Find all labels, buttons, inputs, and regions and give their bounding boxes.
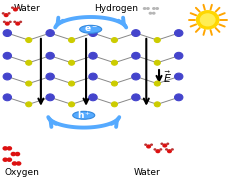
- Circle shape: [3, 21, 6, 23]
- Circle shape: [196, 11, 218, 29]
- Circle shape: [146, 7, 149, 10]
- Circle shape: [155, 7, 158, 10]
- Circle shape: [170, 148, 173, 151]
- Circle shape: [164, 148, 167, 151]
- Circle shape: [6, 146, 12, 151]
- Circle shape: [16, 161, 21, 166]
- Circle shape: [15, 22, 20, 26]
- Circle shape: [68, 60, 74, 65]
- Circle shape: [153, 148, 156, 151]
- Circle shape: [13, 7, 18, 12]
- Circle shape: [3, 94, 11, 101]
- Text: e$^-$: e$^-$: [83, 25, 97, 34]
- Circle shape: [88, 94, 97, 101]
- Circle shape: [111, 38, 117, 43]
- Ellipse shape: [73, 111, 94, 119]
- Circle shape: [12, 161, 17, 166]
- Text: Water: Water: [134, 168, 160, 177]
- Circle shape: [26, 102, 32, 107]
- Circle shape: [3, 73, 11, 80]
- Circle shape: [68, 38, 74, 43]
- Circle shape: [131, 73, 140, 80]
- Circle shape: [88, 30, 97, 36]
- Circle shape: [46, 94, 54, 101]
- Circle shape: [17, 6, 20, 9]
- Circle shape: [174, 94, 182, 101]
- Circle shape: [3, 146, 8, 151]
- Text: Oxygen: Oxygen: [5, 168, 40, 177]
- Circle shape: [13, 21, 16, 23]
- Circle shape: [148, 12, 152, 15]
- Circle shape: [151, 7, 155, 10]
- Circle shape: [111, 81, 117, 86]
- Circle shape: [88, 52, 97, 59]
- Circle shape: [200, 14, 214, 26]
- Circle shape: [19, 21, 22, 23]
- Text: $\vec{E}$: $\vec{E}$: [162, 70, 171, 85]
- Circle shape: [3, 52, 11, 59]
- Circle shape: [146, 144, 151, 149]
- Circle shape: [46, 30, 54, 36]
- Circle shape: [68, 81, 74, 86]
- Circle shape: [26, 81, 32, 86]
- Circle shape: [11, 6, 14, 9]
- Circle shape: [131, 94, 140, 101]
- Circle shape: [9, 21, 12, 23]
- Circle shape: [3, 157, 8, 162]
- Circle shape: [111, 102, 117, 107]
- Circle shape: [154, 102, 160, 107]
- Circle shape: [46, 73, 54, 80]
- Circle shape: [149, 143, 152, 146]
- Ellipse shape: [79, 25, 101, 33]
- Circle shape: [26, 38, 32, 43]
- Circle shape: [159, 148, 162, 151]
- Circle shape: [166, 149, 171, 153]
- Circle shape: [131, 30, 140, 36]
- Circle shape: [8, 12, 11, 15]
- Circle shape: [6, 157, 12, 162]
- Circle shape: [151, 12, 155, 15]
- Circle shape: [10, 152, 16, 156]
- Text: Water: Water: [14, 4, 40, 13]
- Text: h$^+$: h$^+$: [76, 109, 91, 121]
- Circle shape: [88, 73, 97, 80]
- Circle shape: [154, 81, 160, 86]
- Circle shape: [154, 60, 160, 65]
- Circle shape: [174, 73, 182, 80]
- Circle shape: [143, 143, 147, 146]
- Circle shape: [5, 22, 10, 26]
- Circle shape: [4, 13, 9, 17]
- Circle shape: [15, 152, 20, 156]
- Circle shape: [155, 149, 160, 153]
- Circle shape: [142, 7, 146, 10]
- Circle shape: [174, 52, 182, 59]
- Circle shape: [68, 102, 74, 107]
- Circle shape: [2, 12, 5, 15]
- Circle shape: [161, 143, 167, 148]
- Circle shape: [3, 30, 11, 36]
- Text: Hydrogen: Hydrogen: [94, 4, 138, 13]
- Circle shape: [46, 52, 54, 59]
- Circle shape: [26, 60, 32, 65]
- Circle shape: [131, 52, 140, 59]
- Circle shape: [111, 60, 117, 65]
- Circle shape: [160, 143, 163, 145]
- Circle shape: [154, 38, 160, 43]
- Circle shape: [165, 143, 169, 145]
- Circle shape: [174, 30, 182, 36]
